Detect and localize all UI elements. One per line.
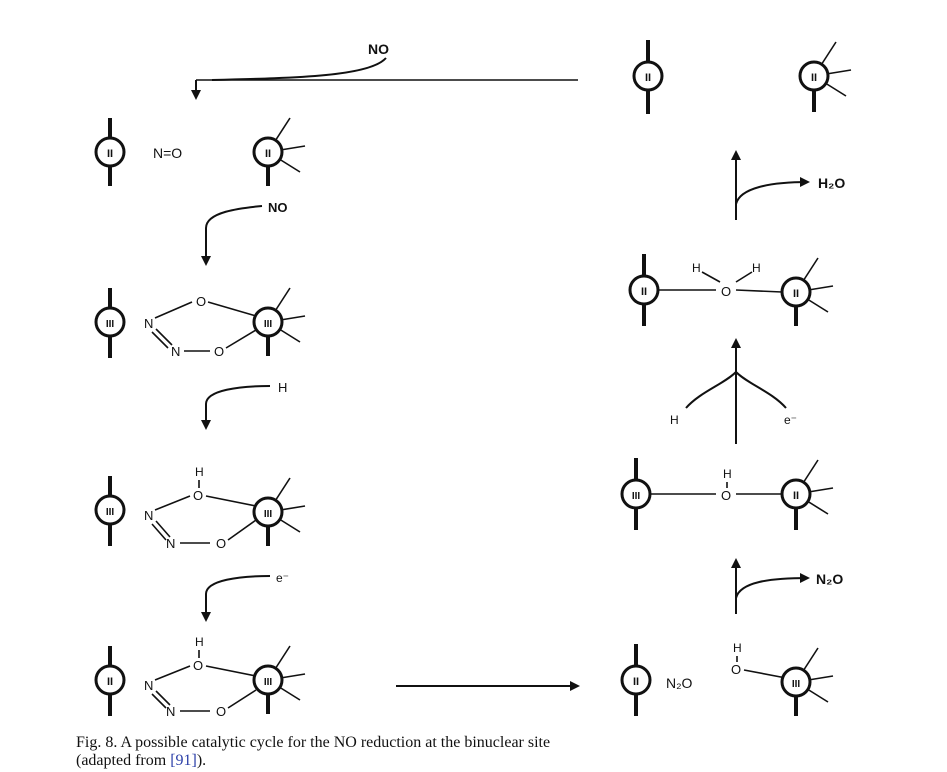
svg-text:O: O xyxy=(216,704,226,719)
n2o-release-arrow: N₂O xyxy=(731,558,843,614)
svg-text:N: N xyxy=(144,678,153,693)
metal-ii-label: II xyxy=(793,288,799,300)
metal-iii-label: III xyxy=(106,507,115,518)
metal-ii-label: II xyxy=(633,676,639,688)
svg-text:O: O xyxy=(721,284,731,299)
top-return-arrow: NO xyxy=(191,41,578,100)
metal-iii-label: III xyxy=(264,677,273,688)
svg-text:O: O xyxy=(214,344,224,359)
svg-text:N: N xyxy=(166,704,175,719)
svg-text:H: H xyxy=(752,261,761,275)
metal-iii-label: III xyxy=(632,491,641,502)
svg-text:N: N xyxy=(144,316,153,331)
cu-center: II xyxy=(798,41,852,112)
svg-text:H: H xyxy=(692,261,701,275)
svg-text:N: N xyxy=(171,344,180,359)
step-arrow-2: H xyxy=(201,380,287,430)
reagent-no-step1: NO xyxy=(268,200,288,215)
svg-text:O: O xyxy=(731,662,741,677)
step-arrow-1: NO xyxy=(201,200,288,266)
reagent-e-right: e⁻ xyxy=(784,413,797,427)
h2o-release-arrow: H₂O xyxy=(731,150,845,220)
complex-right-4: II II xyxy=(632,40,852,114)
metal-ii-label: II xyxy=(107,676,113,688)
reference-link[interactable]: [91] xyxy=(170,752,197,769)
metal-iii-label: III xyxy=(264,509,273,520)
metal-iii-label: III xyxy=(106,319,115,330)
reagent-h-step2: H xyxy=(278,380,287,395)
metal-ii-label: II xyxy=(793,490,799,502)
metal-ii-label: II xyxy=(645,72,651,84)
figure-caption: Fig. 8. A possible catalytic cycle for t… xyxy=(76,734,936,770)
svg-text:H: H xyxy=(195,465,204,479)
metal-ii-label: II xyxy=(641,286,647,298)
metal-ii-label: II xyxy=(811,72,817,84)
cu-center: II xyxy=(780,257,834,326)
product-n2o: N₂O xyxy=(816,571,843,587)
complex-right-3: II H H O II xyxy=(628,254,834,326)
svg-text:O: O xyxy=(193,658,203,673)
svg-text:O: O xyxy=(216,536,226,551)
cu-center: III xyxy=(252,645,306,714)
metal-iii-label: III xyxy=(264,319,273,330)
svg-text:N: N xyxy=(166,536,175,551)
svg-text:N: N xyxy=(144,508,153,523)
svg-text:H: H xyxy=(195,635,204,649)
caption-line-2: (adapted from [91]). xyxy=(76,752,207,769)
complex-left-4: II H O N N O III xyxy=(94,635,306,719)
complex-right-2: III H O II xyxy=(620,458,834,530)
cu-center: II xyxy=(252,117,306,186)
h-electron-arrow: H e⁻ xyxy=(670,338,797,444)
metal-ii-label: II xyxy=(265,148,271,160)
cu-center: III xyxy=(252,287,306,356)
reagent-no-top: NO xyxy=(368,41,389,57)
reagent-h-right: H xyxy=(670,413,679,427)
complex-right-1: II N₂O H O III xyxy=(620,641,834,716)
nitrosyl-label: N=O xyxy=(153,145,182,161)
svg-text:O: O xyxy=(721,488,731,503)
metal-iii-label: III xyxy=(792,679,801,690)
cu-center: III xyxy=(252,477,306,546)
svg-text:O: O xyxy=(196,294,206,309)
complex-left-2: III N N O O III xyxy=(94,287,306,359)
cu-center: II xyxy=(780,459,834,530)
cu-center: III xyxy=(780,647,834,716)
complex-left-1: II N=O II xyxy=(94,117,306,186)
product-h2o: H₂O xyxy=(818,175,845,191)
reagent-e-step3: e⁻ xyxy=(276,571,289,585)
svg-text:H: H xyxy=(723,467,732,481)
svg-text:O: O xyxy=(193,488,203,503)
step-arrow-3: e⁻ xyxy=(201,571,289,622)
complex-left-3: III H O N N O III xyxy=(94,465,306,551)
metal-ii-label: II xyxy=(107,148,113,160)
caption-line-1: Fig. 8. A possible catalytic cycle for t… xyxy=(76,734,551,751)
n2o-label: N₂O xyxy=(666,675,693,691)
svg-text:H: H xyxy=(733,641,742,655)
